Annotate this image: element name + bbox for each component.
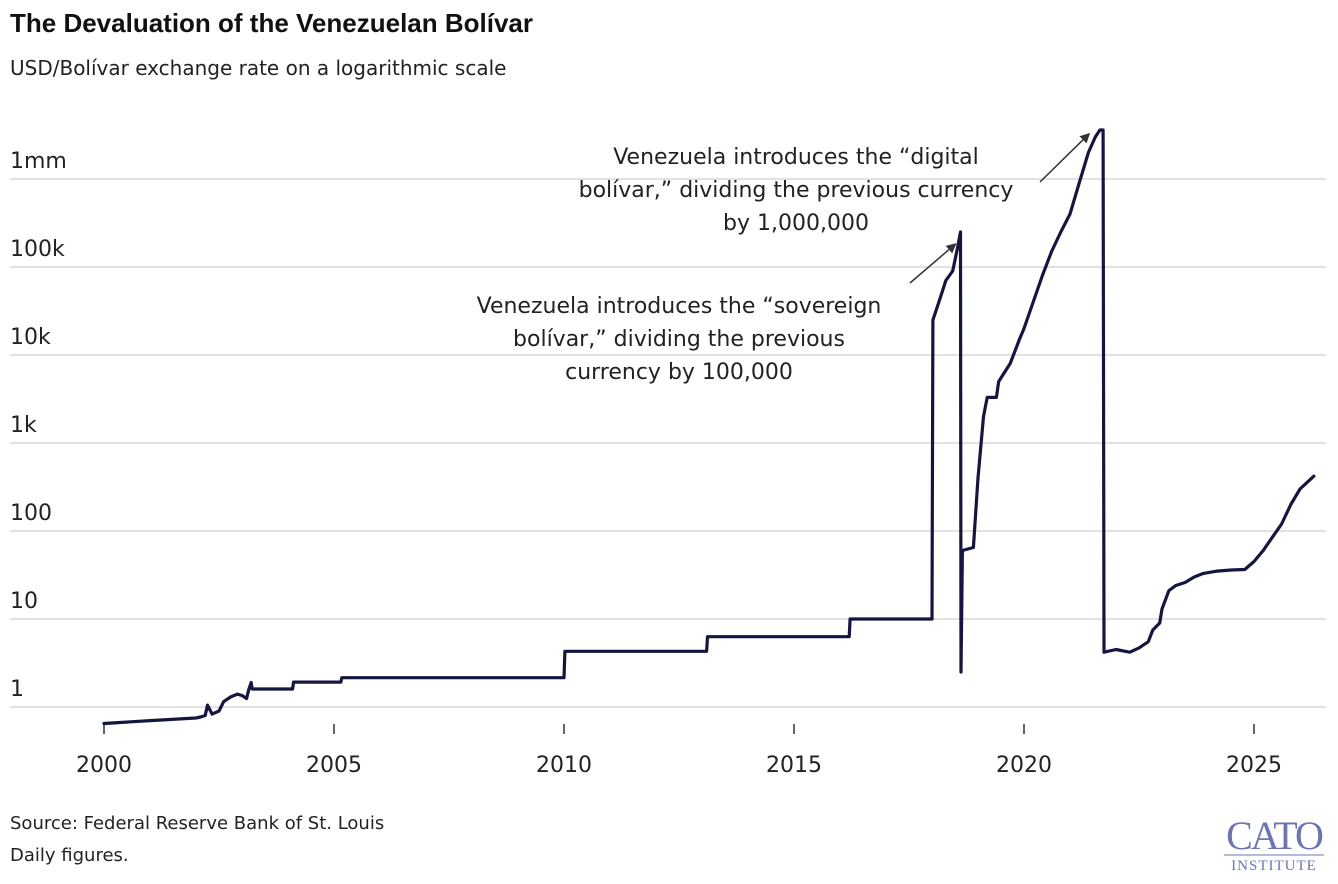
annotation-text: currency by 100,000 — [565, 360, 793, 385]
y-tick-label: 100 — [10, 501, 52, 526]
cato-institute-logo: CATO INSTITUTE — [1224, 813, 1325, 874]
series-layer — [102, 128, 1316, 726]
source-note: Source: Federal Reserve Bank of St. Loui… — [10, 813, 385, 834]
x-tick-label: 2020 — [996, 753, 1052, 778]
y-tick-label: 100k — [10, 237, 65, 262]
annotation-arrowhead — [945, 243, 957, 254]
annotations: Venezuela introduces the “sovereign bolív… — [477, 132, 1091, 385]
x-axis-labels: 2000 2005 2010 2015 2020 2025 — [76, 753, 1282, 778]
y-tick-label: 1 — [10, 677, 24, 702]
x-tick-label: 2000 — [76, 753, 132, 778]
x-axis — [103, 724, 1255, 734]
y-axis-labels: 1 10 100 1k 10k 100k 1mm — [10, 149, 67, 702]
chart-subtitle: USD/Bolívar exchange rate on a logarithm… — [10, 56, 507, 80]
chart-title: The Devaluation of the Venezuelan Bolíva… — [10, 8, 534, 38]
y-tick-label: 10k — [10, 325, 51, 350]
x-tick-label: 2005 — [306, 753, 362, 778]
y-tick-label: 10 — [10, 589, 38, 614]
annotation-arrow — [1039, 139, 1084, 183]
svg-text:CATO: CATO — [1226, 813, 1323, 858]
daily-note: Daily figures. — [10, 845, 129, 866]
annotation-text: bolívar,” dividing the previous currency — [579, 178, 1014, 203]
annotation-arrow — [909, 249, 950, 284]
annotation-arrowhead — [1079, 132, 1091, 144]
annotation-text: Venezuela introduces the “digital — [613, 145, 979, 170]
annotation-text: bolívar,” dividing the previous — [513, 327, 845, 352]
annotation-text: by 1,000,000 — [723, 211, 869, 236]
y-tick-label: 1mm — [10, 149, 67, 174]
x-tick-label: 2025 — [1226, 753, 1282, 778]
gridlines — [10, 178, 1326, 708]
annotation-text: Venezuela introduces the “sovereign — [477, 294, 882, 319]
x-tick-label: 2010 — [536, 753, 592, 778]
y-tick-label: 1k — [10, 413, 37, 438]
exchange-rate-line — [102, 128, 1316, 726]
x-tick-label: 2015 — [766, 753, 822, 778]
svg-text:INSTITUTE: INSTITUTE — [1231, 858, 1317, 874]
